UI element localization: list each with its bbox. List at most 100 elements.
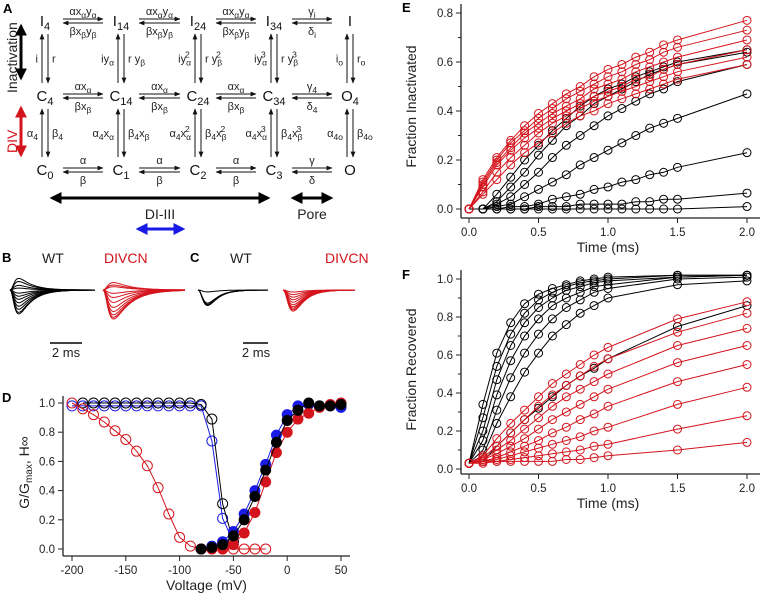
- data-point: [520, 192, 530, 202]
- data-point: [575, 189, 585, 199]
- text-segment: β: [217, 58, 222, 68]
- state-node: C3: [266, 162, 283, 182]
- text-segment: 3: [296, 124, 301, 134]
- text-segment: α: [168, 10, 173, 20]
- text-segment: C: [37, 162, 48, 179]
- text-segment: α: [233, 155, 240, 167]
- data-point: [98, 416, 110, 428]
- series-line: [469, 441, 748, 464]
- rate-label: βxβyβ: [69, 26, 96, 40]
- data-point: [575, 86, 585, 96]
- x-tick-label: 2.0: [739, 483, 755, 495]
- data-point: [547, 118, 557, 128]
- data-point: [645, 77, 655, 87]
- data-point: [534, 128, 543, 138]
- data-point: [673, 162, 682, 172]
- text-segment: 14: [117, 21, 129, 33]
- x-tick-label: 0.0: [461, 227, 477, 239]
- data-point: [547, 301, 557, 311]
- data-point: [547, 108, 557, 118]
- y-axis-label: Fraction Recovered: [403, 308, 419, 430]
- data-point: [547, 204, 557, 214]
- y-tick-label: 0.6: [39, 456, 55, 468]
- text-segment: αx: [146, 6, 158, 18]
- current-trace: [9, 289, 95, 300]
- data-point: [534, 303, 543, 312]
- data-point: [88, 400, 100, 412]
- data-point: [742, 52, 752, 62]
- text-segment: α: [245, 128, 252, 140]
- state-node: I: [348, 13, 352, 30]
- data-point: [152, 397, 164, 409]
- pore-label: Pore: [297, 206, 327, 222]
- text-segment: 4: [99, 132, 104, 142]
- text-segment: γ: [308, 6, 314, 18]
- data-point: [520, 415, 530, 425]
- text-segment: 4: [287, 132, 292, 142]
- data-point: [547, 99, 557, 109]
- text-segment: β: [281, 128, 287, 140]
- text-segment: βx: [222, 26, 234, 38]
- data-point: [324, 400, 336, 412]
- data-point: [131, 445, 143, 457]
- data-point: [281, 415, 293, 427]
- series-line: [468, 274, 747, 464]
- text-segment: y: [239, 26, 245, 38]
- text-segment: r y: [205, 54, 218, 66]
- data-point: [506, 318, 516, 328]
- series-line: [201, 402, 342, 550]
- data-point: [561, 106, 571, 116]
- data-point: [645, 62, 655, 72]
- data-point: [659, 167, 669, 177]
- data-point: [617, 82, 627, 91]
- data-point: [506, 153, 516, 163]
- y-tick-label: 1.0: [39, 398, 55, 410]
- x-axis-label: Voltage (mV): [166, 577, 247, 593]
- text-segment: β: [156, 175, 162, 187]
- rate-label: r yβ3: [281, 50, 298, 68]
- data-point: [206, 435, 218, 447]
- data-point: [589, 72, 599, 82]
- data-point: [673, 327, 682, 337]
- data-point: [547, 287, 557, 297]
- text-segment: I: [190, 13, 194, 30]
- text-segment: 4: [58, 132, 63, 142]
- series-line: [468, 19, 748, 210]
- data-point: [575, 295, 585, 305]
- text-segment: y: [163, 26, 169, 38]
- panel-label-c: C: [190, 250, 200, 265]
- panel-label-d: D: [2, 390, 11, 405]
- data-point: [506, 145, 516, 155]
- text-segment: 4: [353, 96, 359, 108]
- data-point: [742, 188, 752, 198]
- text-segment: iy: [254, 54, 262, 66]
- data-point: [617, 59, 627, 69]
- data-point: [575, 104, 585, 114]
- data-point: [561, 392, 571, 402]
- data-point: [227, 530, 239, 542]
- text-segment: 4: [176, 132, 181, 142]
- data-point: [313, 400, 325, 412]
- data-point: [561, 89, 571, 99]
- series-line: [468, 49, 748, 210]
- data-point: [561, 422, 571, 432]
- text-segment: 24: [197, 96, 209, 108]
- data-point: [547, 331, 557, 341]
- text-segment: C: [262, 88, 273, 105]
- trace-c-mutant-label: DIVCN: [325, 250, 369, 266]
- data-point: [520, 308, 530, 318]
- data-point: [506, 172, 516, 182]
- rate-label: βxβyβ: [146, 26, 173, 40]
- data-point: [589, 91, 599, 101]
- data-point: [534, 202, 543, 212]
- text-segment: 24: [194, 21, 206, 33]
- data-point: [645, 204, 655, 214]
- rate-label: α4o: [327, 128, 343, 142]
- data-point: [174, 397, 186, 409]
- data-point: [575, 131, 585, 140]
- y-tick-label: 0.2: [437, 155, 453, 167]
- data-point: [174, 531, 186, 543]
- text-segment: O: [344, 162, 356, 179]
- rate-label: β4xβ: [128, 128, 150, 142]
- rate-label: α: [156, 155, 163, 167]
